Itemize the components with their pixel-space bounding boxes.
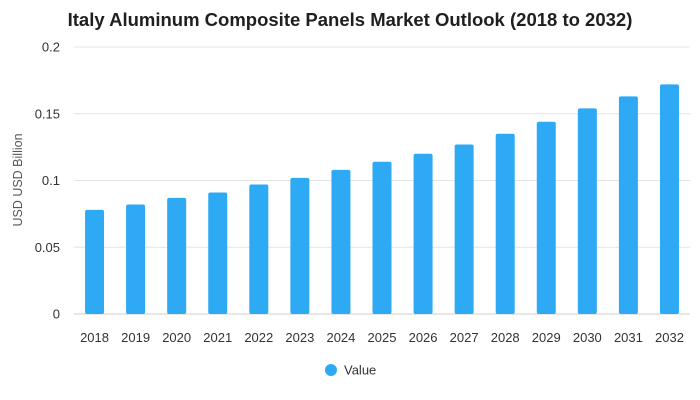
y-tick-label: 0.2 [42, 40, 60, 55]
x-tick-label: 2024 [326, 330, 355, 345]
y-tick-label: 0.05 [35, 240, 60, 255]
bar-2031[interactable] [618, 96, 638, 315]
bar-2025[interactable] [372, 161, 392, 314]
x-tick-label: 2018 [80, 330, 109, 345]
x-axis-ticks: 2018 2019 2020 2021 2022 2023 2024 2025 2026 2027… [80, 330, 684, 345]
y-tick-label: 0.15 [35, 106, 60, 121]
bar-2032[interactable] [659, 84, 679, 314]
bar-series [85, 84, 679, 315]
bar-2028[interactable] [495, 133, 515, 314]
x-tick-label: 2025 [368, 330, 397, 345]
x-tick-label: 2021 [203, 330, 232, 345]
x-tick-label: 2032 [655, 330, 684, 345]
x-tick-label: 2022 [244, 330, 273, 345]
x-tick-label: 2028 [491, 330, 520, 345]
legend-marker[interactable] [325, 364, 337, 376]
x-tick-label: 2020 [162, 330, 191, 345]
y-tick-label: 0 [53, 307, 60, 322]
x-tick-label: 2026 [409, 330, 438, 345]
bar-2024[interactable] [331, 169, 351, 314]
x-tick-label: 2023 [285, 330, 314, 345]
bar-2019[interactable] [126, 204, 146, 314]
x-tick-label: 2030 [573, 330, 602, 345]
legend-label[interactable]: Value [344, 363, 376, 378]
legend[interactable]: Value [325, 363, 376, 378]
bar-2018[interactable] [85, 209, 105, 314]
x-tick-label: 2019 [121, 330, 150, 345]
chart-title: Italy Aluminum Composite Panels Market O… [68, 9, 633, 30]
bar-2021[interactable] [208, 192, 228, 314]
x-tick-label: 2027 [450, 330, 479, 345]
bar-2020[interactable] [167, 197, 187, 314]
y-axis-ticks: 0 0.05 0.1 0.15 0.2 [35, 40, 60, 322]
y-axis-label: USD USD Billion [11, 133, 25, 226]
bar-2030[interactable] [577, 108, 597, 314]
bar-2023[interactable] [290, 177, 310, 314]
bar-2022[interactable] [249, 184, 269, 314]
bar-2027[interactable] [454, 144, 474, 314]
bar-2029[interactable] [536, 121, 556, 314]
x-tick-label: 2031 [614, 330, 643, 345]
y-tick-label: 0.1 [42, 173, 60, 188]
bar-2026[interactable] [413, 153, 433, 314]
x-tick-label: 2029 [532, 330, 561, 345]
